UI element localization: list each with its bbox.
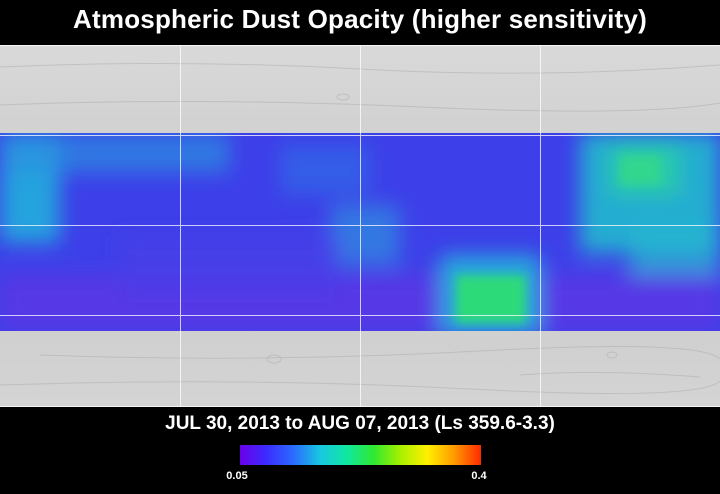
colorbar-min-label: 0.05 <box>226 470 248 482</box>
map-title: Atmospheric Dust Opacity (higher sensiti… <box>73 4 647 34</box>
date-range-label: JUL 30, 2013 to AUG 07, 2013 (Ls 359.6-3… <box>165 413 555 434</box>
lat-lon-grid <box>0 45 720 407</box>
colorbar-gradient <box>240 445 481 465</box>
colorbar-max-label: 0.4 <box>471 470 487 482</box>
dust-opacity-map <box>0 45 720 407</box>
mars-dust-map <box>0 45 720 407</box>
terrain-texture <box>0 62 720 394</box>
opacity-colorbar <box>240 445 481 465</box>
